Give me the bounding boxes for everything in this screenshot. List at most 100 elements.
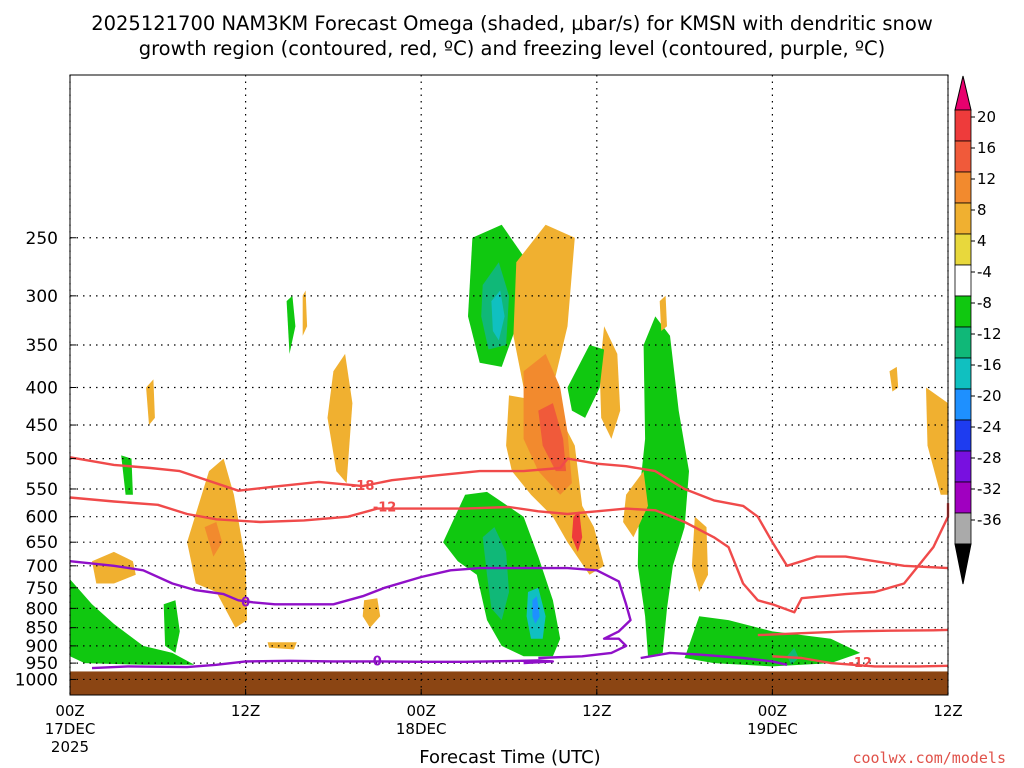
x-tick-label: 12Z (582, 702, 611, 720)
chart-title-line-1: 2025121700 NAM3KM Forecast Omega (shaded… (91, 12, 933, 35)
colorbar-swatch (954, 264, 972, 297)
omega-region (513, 224, 575, 404)
omega-region (302, 290, 308, 336)
colorbar-label: -32 (977, 480, 1002, 498)
colorbar-swatch (954, 233, 972, 266)
omega-region (70, 579, 195, 665)
colorbar-top-arrow (954, 75, 972, 111)
x-tick-label: 12Z (231, 702, 260, 720)
colorbar-swatch (954, 450, 972, 483)
omega-region (482, 527, 509, 621)
omega-region (567, 345, 605, 418)
dendritic-contour-line (69, 456, 949, 570)
plot-frame (69, 74, 949, 696)
omega-region (163, 600, 180, 653)
freezing-contour-line (640, 651, 788, 666)
dendritic-contour-line (772, 655, 949, 668)
x-tick-year-label: 2025 (51, 738, 89, 756)
y-tick-label: 550 (26, 480, 58, 500)
colorbar-swatch (954, 295, 972, 328)
colorbar-label: 8 (977, 201, 987, 219)
x-axis-label: Forecast Time (UTC) (419, 747, 600, 768)
x-tick-date-label: 17DEC (45, 720, 96, 738)
colorbar-label: 4 (977, 232, 987, 250)
x-tick-label: 12Z (933, 702, 962, 720)
colorbar-swatch (954, 419, 972, 452)
y-tick-label: 500 (26, 450, 58, 470)
x-tick-label: 00Z (55, 702, 84, 720)
colorbar: 20 16 12 8 4 -4 -8 -12 -16 -20 -24 -28 -32 -36 (954, 75, 1002, 585)
omega-region (637, 316, 689, 657)
y-tick-label: 800 (26, 599, 58, 619)
colorbar-label: -16 (977, 356, 1002, 374)
dendritic-contour-label: -12 (848, 656, 872, 671)
colorbar-swatch (954, 388, 972, 421)
omega-region (599, 326, 621, 439)
freezing-contour-label: 0 (241, 595, 250, 610)
omega-region (92, 551, 136, 584)
omega-region (286, 295, 296, 354)
colorbar-swatch (954, 171, 972, 204)
y-tick-label: 1000 (15, 670, 58, 690)
colorbar-swatch (954, 109, 972, 142)
colorbar-label: -4 (977, 263, 992, 281)
freezing-contour-label: 0 (373, 654, 382, 669)
y-tick-label: 250 (26, 229, 58, 249)
freezing-contour-line (91, 659, 555, 670)
colorbar-label: -20 (977, 387, 1002, 405)
colorbar-label: -12 (977, 325, 1002, 343)
contour-lines: -18 -12 -12 0 0 (69, 456, 950, 671)
y-tick-label: 650 (26, 533, 58, 553)
omega-region (146, 379, 155, 425)
credit-link[interactable]: coolwx.com/models (852, 749, 1006, 767)
omega-region (491, 290, 505, 341)
colorbar-label: 20 (977, 108, 996, 126)
freezing-contour-line (69, 560, 632, 660)
omega-region (787, 647, 799, 665)
omega-shading (70, 224, 948, 667)
omega-region (362, 598, 381, 628)
y-tick-label: 350 (26, 336, 58, 356)
colorbar-bottom-arrow (954, 543, 972, 585)
x-tick-date-label: 19DEC (747, 720, 798, 738)
dendritic-contour-label: -18 (351, 479, 375, 494)
colorbar-label: 16 (977, 139, 996, 157)
chart-title-line-2: growth region (contoured, red, ºC) and f… (139, 37, 886, 60)
colorbar-label: -28 (977, 449, 1002, 467)
colorbar-label: -8 (977, 294, 992, 312)
y-tick-label: 400 (26, 379, 58, 399)
omega-region (538, 403, 567, 472)
colorbar-swatch (954, 512, 972, 545)
x-tick-label: 00Z (758, 702, 787, 720)
dendritic-contour-line (757, 628, 949, 637)
y-tick-label: 300 (26, 287, 58, 307)
omega-region (691, 516, 708, 592)
y-tick-label: 700 (26, 557, 58, 577)
dendritic-contour-label: -12 (373, 501, 397, 516)
colorbar-swatch (954, 140, 972, 173)
omega-region (623, 471, 648, 538)
omega-region (889, 366, 899, 392)
colorbar-swatch (954, 357, 972, 390)
y-axis-ticks: 2503003504004505005506006507007508008509… (15, 229, 76, 690)
colorbar-swatch (954, 202, 972, 235)
dendritic-contour-line (69, 496, 950, 614)
y-tick-label: 900 (26, 637, 58, 657)
colorbar-swatch (954, 326, 972, 359)
omega-region (327, 353, 353, 484)
omega-region (532, 596, 540, 624)
colorbar-label: 12 (977, 170, 996, 188)
omega-region (267, 642, 297, 650)
terrain-fill (70, 671, 948, 695)
omega-region (659, 295, 667, 331)
colorbar-swatch (954, 481, 972, 514)
terrain-band (70, 671, 948, 695)
omega-region (926, 387, 948, 495)
y-tick-label: 450 (26, 416, 58, 436)
omega-region (571, 511, 583, 552)
y-tick-label: 950 (26, 654, 58, 674)
omega-region (204, 522, 223, 557)
x-tick-date-label: 18DEC (396, 720, 447, 738)
y-tick-label: 850 (26, 619, 58, 639)
